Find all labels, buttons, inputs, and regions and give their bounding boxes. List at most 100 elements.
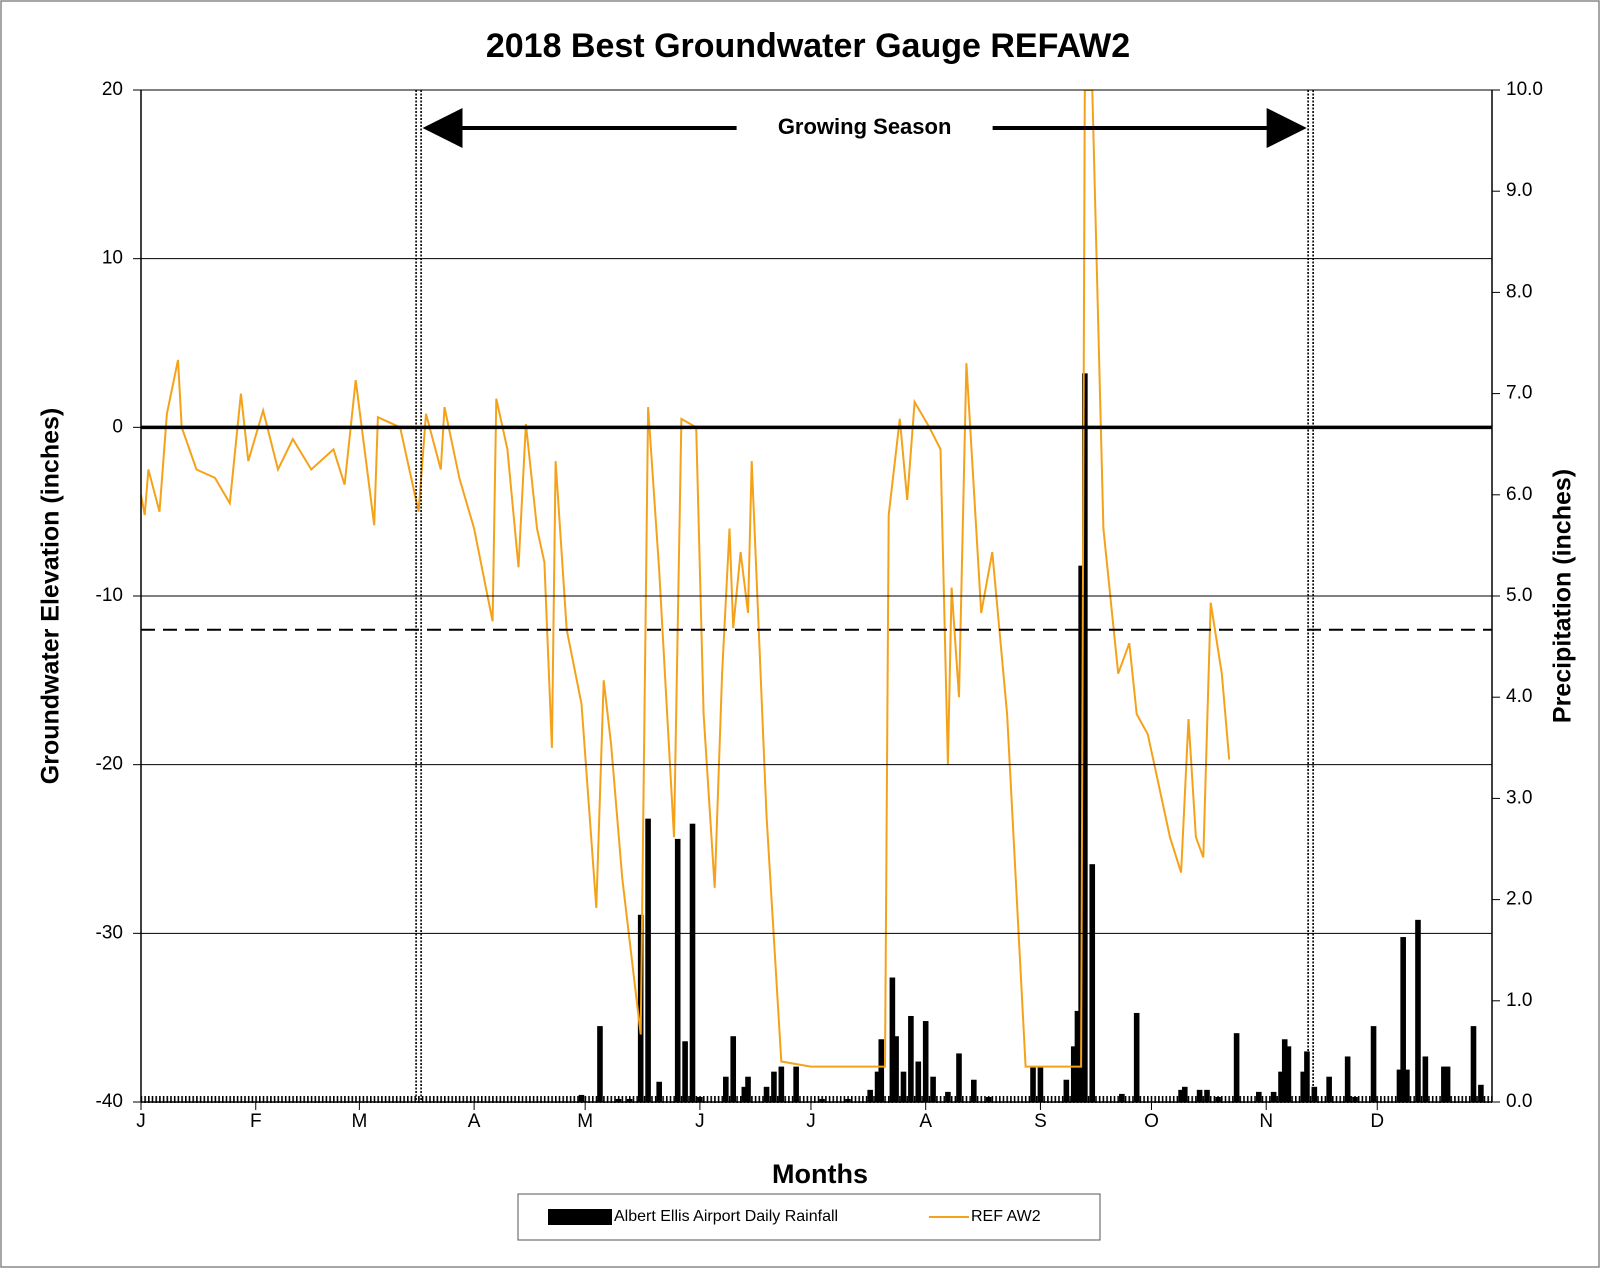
x-tick-label: J xyxy=(695,1111,705,1132)
rain-bar xyxy=(763,1086,770,1102)
rain-bar xyxy=(1119,1093,1125,1102)
y2-tick-label: 1.0 xyxy=(1506,990,1532,1011)
y2-tick-label: 10.0 xyxy=(1506,79,1543,100)
x-tick-label: M xyxy=(351,1111,367,1132)
rain-bar xyxy=(889,977,896,1102)
rain-bar xyxy=(741,1086,748,1102)
rain-bar xyxy=(1278,1071,1284,1102)
rain-bar xyxy=(578,1094,585,1102)
rain-bar xyxy=(1030,1066,1036,1102)
y2-tick-label: 9.0 xyxy=(1506,180,1532,201)
rain-bar xyxy=(674,838,681,1102)
rain-bar xyxy=(1344,1056,1351,1102)
y2-tick-label: 3.0 xyxy=(1506,787,1532,808)
rain-bar xyxy=(1082,373,1088,1102)
plot-area xyxy=(141,90,1484,1102)
rain-bar xyxy=(1400,937,1406,1102)
y-tick-label: 0 xyxy=(112,416,123,437)
rain-bar xyxy=(945,1091,951,1102)
rain-bar xyxy=(1089,864,1096,1102)
rain-bar xyxy=(1370,1026,1377,1102)
rain-bar xyxy=(1404,1069,1410,1102)
y2-tick-label: 2.0 xyxy=(1506,889,1532,910)
x-tick-label: J xyxy=(136,1111,146,1132)
x-tick-label: J xyxy=(806,1111,816,1132)
rain-bar xyxy=(723,1076,729,1102)
rain-bar xyxy=(1326,1076,1332,1102)
rain-bar xyxy=(1352,1096,1358,1102)
rain-bar xyxy=(956,1053,962,1102)
y2-tick-label: 0.0 xyxy=(1506,1091,1532,1112)
rain-bar xyxy=(697,1096,703,1102)
x-tick-label: A xyxy=(468,1111,481,1132)
chart-title: 2018 Best Groundwater Gauge REFAW2 xyxy=(486,27,1130,65)
rain-bar xyxy=(1396,1069,1403,1102)
rain-bar xyxy=(819,1098,825,1102)
legend-swatch xyxy=(548,1209,612,1225)
rain-bar xyxy=(985,1096,992,1102)
growing-season-label: Growing Season xyxy=(778,114,952,139)
legend xyxy=(517,1193,1101,1241)
y-tick-label: -30 xyxy=(96,922,123,943)
rain-bar xyxy=(1444,1066,1451,1102)
rain-bar xyxy=(1133,1012,1140,1102)
rain-bar xyxy=(689,823,696,1102)
rain-bar xyxy=(893,1036,899,1102)
rain-bar xyxy=(1311,1086,1318,1102)
rain-bar xyxy=(874,1071,881,1102)
y2-axis-label: Precipitation (inches) xyxy=(1549,469,1577,723)
rain-bar xyxy=(656,1081,662,1102)
rain-bar xyxy=(922,1021,929,1102)
y2-tick-label: 8.0 xyxy=(1506,281,1532,302)
rain-bar xyxy=(615,1098,622,1102)
rain-bar xyxy=(1178,1089,1184,1102)
rain-bar xyxy=(1256,1091,1262,1102)
rain-bar xyxy=(915,1061,922,1102)
rain-bar xyxy=(1470,1026,1477,1102)
y-tick-label: -10 xyxy=(96,585,123,606)
day-hatch xyxy=(141,1096,1492,1103)
y-tick-label: -20 xyxy=(96,754,123,775)
legend-label: Albert Ellis Airport Daily Rainfall xyxy=(614,1208,838,1225)
rain-bar xyxy=(1196,1089,1203,1102)
x-axis-label: Months xyxy=(772,1159,868,1189)
rain-bar xyxy=(930,1076,936,1102)
y2-tick-label: 4.0 xyxy=(1506,686,1532,707)
rain-bar xyxy=(1478,1084,1484,1102)
y-tick-label: 10 xyxy=(102,248,123,269)
rain-bar xyxy=(793,1066,799,1102)
x-tick-label: S xyxy=(1034,1111,1047,1132)
rain-bar xyxy=(1300,1071,1307,1102)
x-tick-label: F xyxy=(250,1111,262,1132)
x-tick-label: D xyxy=(1370,1111,1384,1132)
rain-bar xyxy=(1304,1051,1310,1102)
x-tick-label: O xyxy=(1144,1111,1159,1132)
rain-bar xyxy=(771,1071,777,1102)
rain-bar xyxy=(1285,1046,1292,1102)
rain-bar xyxy=(1270,1091,1277,1102)
rain-bar xyxy=(1063,1079,1070,1102)
x-tick-label: N xyxy=(1259,1111,1273,1132)
y2-tick-label: 7.0 xyxy=(1506,383,1532,404)
rain-bar xyxy=(971,1079,977,1102)
rain-bar xyxy=(1233,1033,1240,1102)
rain-bar xyxy=(878,1039,885,1102)
rain-bar xyxy=(1415,919,1421,1102)
rain-bar xyxy=(1215,1096,1221,1102)
rain-bar xyxy=(867,1089,873,1102)
rain-bar xyxy=(1281,1039,1288,1102)
rain-bar xyxy=(730,1036,737,1102)
y-tick-label: 20 xyxy=(102,79,123,100)
rain-bar xyxy=(1070,1046,1077,1102)
rain-bar xyxy=(1181,1086,1188,1102)
rain-bar xyxy=(645,818,651,1102)
rain-bar xyxy=(1422,1056,1429,1102)
rain-bar xyxy=(1074,1010,1081,1102)
rain-bar xyxy=(908,1015,914,1102)
y-tick-label: -40 xyxy=(96,1091,123,1112)
y-axis-label: Groundwater Elevation (inches) xyxy=(37,408,65,784)
rain-bar xyxy=(626,1098,633,1102)
